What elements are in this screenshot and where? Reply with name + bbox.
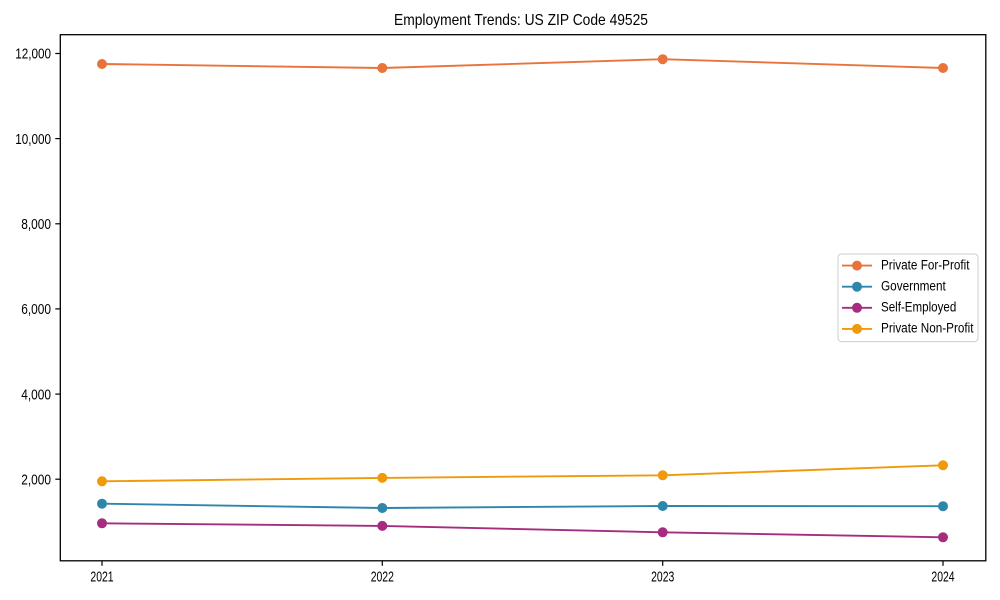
svg-text:6,000: 6,000: [21, 302, 51, 318]
svg-text:Private Non-Profit: Private Non-Profit: [881, 321, 974, 336]
svg-text:12,000: 12,000: [15, 47, 51, 63]
svg-text:8,000: 8,000: [21, 217, 51, 233]
svg-text:2024: 2024: [931, 569, 954, 585]
svg-text:2023: 2023: [651, 569, 674, 585]
svg-text:10,000: 10,000: [15, 132, 51, 148]
svg-text:Government: Government: [881, 279, 946, 294]
svg-text:Private For-Profit: Private For-Profit: [881, 257, 970, 272]
svg-text:Employment Trends: US ZIP Code: Employment Trends: US ZIP Code 49525: [394, 12, 648, 29]
svg-text:4,000: 4,000: [21, 387, 51, 403]
svg-text:2,000: 2,000: [21, 472, 51, 488]
svg-text:2022: 2022: [371, 569, 394, 585]
svg-text:Self-Employed: Self-Employed: [881, 300, 956, 315]
svg-text:2021: 2021: [90, 569, 113, 585]
